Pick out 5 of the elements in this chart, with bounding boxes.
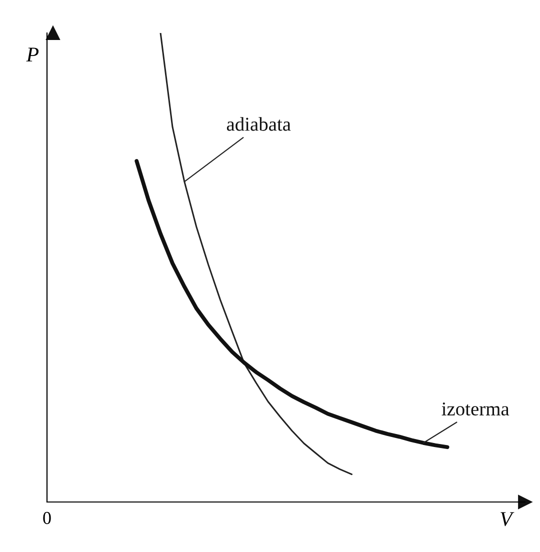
text: adiabata xyxy=(226,117,291,131)
series-label: izoterma xyxy=(442,402,510,416)
y-axis-title: P xyxy=(26,48,38,62)
x-axis-title: V xyxy=(500,512,514,526)
text: 0 xyxy=(43,512,51,524)
